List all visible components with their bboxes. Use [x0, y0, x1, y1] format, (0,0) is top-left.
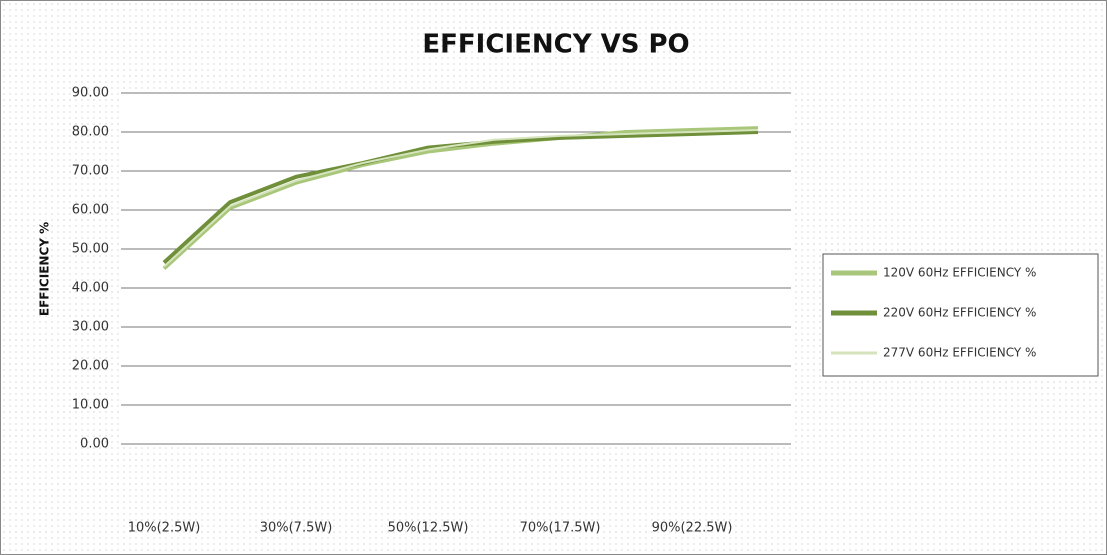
y-axis-label: EFFICIENCY % [38, 222, 52, 316]
chart-title: EFFICIENCY VS PO [422, 30, 689, 60]
series-line [163, 129, 759, 268]
y-tick-label: 20.00 [72, 359, 109, 374]
legend-label: 120V 60Hz EFFICIENCY % [883, 266, 1036, 280]
x-tick-label: 10%(2.5W) [128, 521, 201, 536]
y-tick-label: 50.00 [72, 242, 109, 257]
y-tick-label: 10.00 [72, 398, 109, 413]
y-tick-label: 80.00 [72, 125, 109, 140]
y-tick-label: 60.00 [72, 203, 109, 218]
legend-label: 277V 60Hz EFFICIENCY % [883, 346, 1036, 360]
x-tick-label: 70%(17.5W) [520, 521, 601, 536]
plot-area [121, 93, 791, 444]
series-line [162, 126, 759, 270]
y-tick-label: 40.00 [72, 281, 109, 296]
legend-label: 220V 60Hz EFFICIENCY % [883, 306, 1036, 320]
y-tick-label: 30.00 [72, 320, 109, 335]
x-tick-label: 50%(12.5W) [388, 521, 469, 536]
x-tick-label: 90%(22.5W) [652, 521, 733, 536]
y-tick-label: 90.00 [72, 86, 109, 101]
y-tick-label: 70.00 [72, 164, 109, 179]
y-tick-label: 0.00 [80, 437, 109, 452]
x-tick-label: 30%(7.5W) [260, 521, 333, 536]
